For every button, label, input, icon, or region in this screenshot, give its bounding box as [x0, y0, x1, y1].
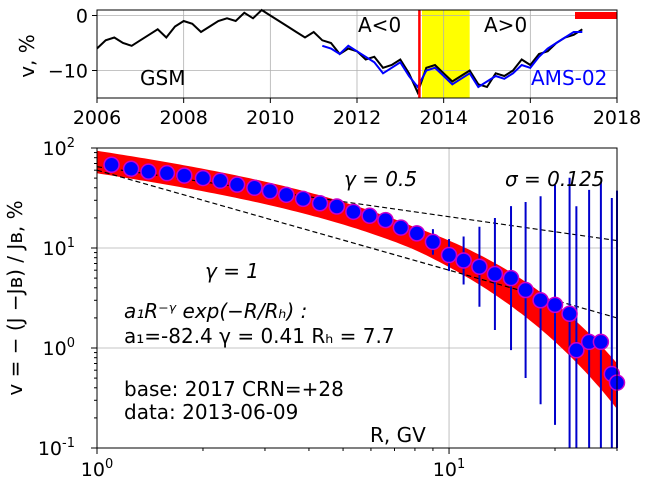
top-ticks: 2006 2008 2010 2012 2014 2016 2018 0 −10 [48, 6, 641, 130]
label-a-pos: A>0 [484, 13, 527, 37]
bottom-ytick-label: 10-1 [38, 436, 75, 460]
top-panel: 2006 2008 2010 2012 2014 2016 2018 0 −10 GSM AMS… [15, 6, 641, 130]
data-point [377, 211, 394, 229]
data-point [440, 246, 458, 264]
label-ams: AMS-02 [531, 66, 607, 90]
top-xtick-label: 2010 [246, 107, 294, 129]
top-ylabel: v, % [15, 34, 39, 78]
label-gsm: GSM [140, 66, 185, 90]
data-point [517, 281, 534, 299]
data-point [212, 172, 229, 190]
data-point [392, 219, 410, 236]
top-ytick-label: −10 [48, 61, 88, 83]
data-point [158, 164, 176, 182]
data-point [408, 225, 426, 242]
data-point [486, 265, 504, 283]
top-xtick-label: 2016 [506, 107, 554, 129]
label-params: a₁=-82.4 γ = 0.41 Rₕ = 7.7 [124, 324, 395, 348]
data-point [246, 179, 263, 197]
top-xtick-label: 2014 [419, 107, 467, 129]
bottom-ytick-label: 100 [43, 336, 75, 360]
label-a-neg: A<0 [358, 13, 401, 37]
data-points [103, 156, 626, 391]
top-xtick-label: 2006 [73, 107, 121, 129]
top-xtick-label: 2008 [159, 107, 207, 129]
label-gamma05: γ = 0.5 [344, 167, 417, 191]
bottom-frame [96, 147, 618, 449]
highlight-span [422, 10, 470, 98]
data-point [140, 163, 157, 180]
data-point [546, 296, 564, 314]
marker-red-bar [575, 12, 617, 19]
label-sigma: σ = 0.125 [505, 167, 604, 191]
bottom-ytick-label: 102 [43, 136, 75, 160]
data-point [592, 333, 610, 351]
data-point [361, 207, 378, 225]
data-point [561, 305, 578, 323]
top-series [96, 8, 583, 96]
data-point [471, 258, 488, 275]
data-point [294, 190, 312, 208]
top-xtick-label: 2018 [593, 107, 641, 129]
bottom-xtick-label: 100 [81, 457, 113, 481]
label-base: base: 2017 CRN=+28 [124, 377, 344, 401]
data-point [345, 203, 362, 221]
data-point [455, 252, 472, 269]
label-formula: a₁R⁻ᵞ exp(−R/Rₕ) : [124, 299, 307, 323]
data-point [502, 269, 520, 287]
data-point [261, 182, 279, 200]
bottom-ytick-label: 101 [43, 236, 75, 260]
data-point [328, 198, 346, 215]
label-data: data: 2013-06-09 [124, 400, 298, 424]
label-gamma1: γ = 1 [205, 259, 259, 283]
data-point [278, 186, 295, 204]
data-point [176, 167, 193, 184]
data-point [122, 160, 140, 178]
top-ytick-label: 0 [76, 6, 88, 28]
bottom-xlabel: R, GV [370, 423, 426, 447]
series-ams-line [322, 31, 583, 89]
bottom-xtick-label: 101 [433, 457, 465, 481]
data-point [532, 292, 549, 309]
top-xtick-label: 2012 [333, 107, 381, 129]
data-point [311, 195, 329, 212]
data-point [228, 176, 246, 193]
data-point [103, 156, 120, 173]
data-point [424, 233, 442, 251]
data-point [568, 341, 585, 359]
data-point [194, 169, 212, 187]
bottom-ylabel: v = − (J −Jʙ) / Jʙ, % [3, 200, 27, 395]
